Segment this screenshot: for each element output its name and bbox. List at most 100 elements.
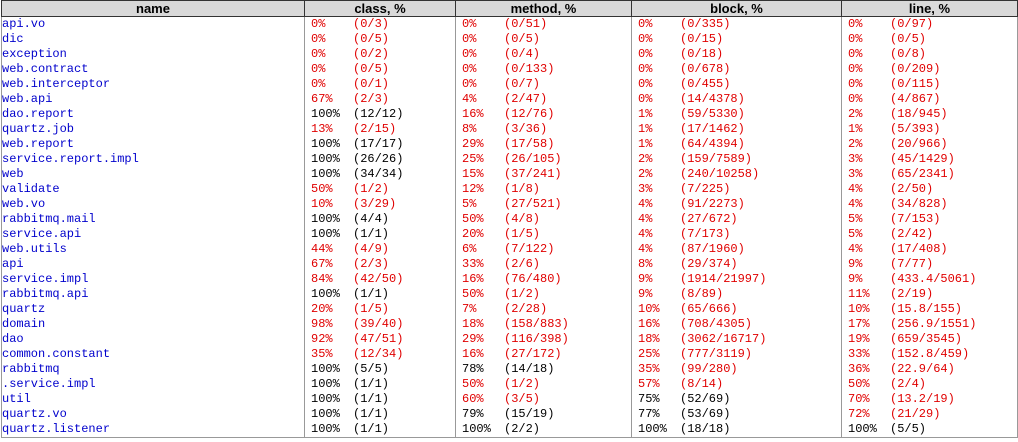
line-coverage-cell: 100% (5/5) [841, 422, 1018, 438]
method-coverage-cell: 0% (0/4) [455, 47, 632, 62]
col-header-class[interactable]: class, % [304, 0, 456, 17]
class-percent: 20% [311, 302, 333, 316]
line-coverage-cell: 3% (45/1429) [841, 152, 1018, 167]
line-coverage-cell: 3% (65/2341) [841, 167, 1018, 182]
line-fraction: (2/19) [890, 287, 934, 301]
line-percent: 1% [848, 122, 863, 136]
package-name-link[interactable]: quartz.listener [1, 422, 305, 438]
package-name-link[interactable]: common.constant [1, 347, 305, 362]
table-row: web.interceptor 0% (0/1) 0% (0/7) 0% (0/455) 0%… [1, 77, 1018, 92]
block-fraction: (64/4394) [680, 137, 745, 151]
package-name-link[interactable]: api [1, 257, 305, 272]
class-coverage-cell: 100% (26/26) [304, 152, 456, 167]
line-percent: 36% [848, 362, 870, 376]
col-header-name[interactable]: name [1, 0, 305, 17]
class-coverage-cell: 20% (1/5) [304, 302, 456, 317]
line-percent: 17% [848, 317, 870, 331]
line-coverage-cell: 10% (15.8/155) [841, 302, 1018, 317]
package-name-link[interactable]: api.vo [1, 16, 305, 32]
class-coverage-cell: 100% (1/1) [304, 227, 456, 242]
table-row: quartz.vo 100% (1/1) 79% (15/19) 77% (53/69) 72… [1, 407, 1018, 422]
method-percent: 0% [462, 62, 477, 76]
method-fraction: (1/8) [504, 182, 541, 196]
block-fraction: (53/69) [680, 407, 731, 421]
block-coverage-cell: 0% (0/18) [631, 47, 842, 62]
method-fraction: (116/398) [504, 332, 569, 346]
package-name-link[interactable]: rabbitmq [1, 362, 305, 377]
method-fraction: (0/5) [504, 32, 541, 46]
block-coverage-cell: 0% (0/455) [631, 77, 842, 92]
col-header-block[interactable]: block, % [631, 0, 842, 17]
line-coverage-cell: 72% (21/29) [841, 407, 1018, 422]
package-name-link[interactable]: dao.report [1, 107, 305, 122]
class-percent: 92% [311, 332, 333, 346]
line-fraction: (0/209) [890, 62, 941, 76]
method-percent: 29% [462, 137, 484, 151]
line-coverage-cell: 4% (17/408) [841, 242, 1018, 257]
package-name-link[interactable]: web.utils [1, 242, 305, 257]
package-name-link[interactable]: web.api [1, 92, 305, 107]
class-fraction: (26/26) [353, 152, 404, 166]
package-name-link[interactable]: quartz.job [1, 122, 305, 137]
package-name-link[interactable]: web.report [1, 137, 305, 152]
package-name-link[interactable]: web.interceptor [1, 77, 305, 92]
method-fraction: (17/58) [504, 137, 555, 151]
class-coverage-cell: 13% (2/15) [304, 122, 456, 137]
class-percent: 100% [311, 422, 340, 436]
col-header-method[interactable]: method, % [455, 0, 632, 17]
block-fraction: (52/69) [680, 392, 731, 406]
package-name-link[interactable]: quartz.vo [1, 407, 305, 422]
method-percent: 33% [462, 257, 484, 271]
block-percent: 4% [638, 212, 653, 226]
method-fraction: (26/105) [504, 152, 562, 166]
class-percent: 35% [311, 347, 333, 361]
block-fraction: (8/14) [680, 377, 724, 391]
method-fraction: (158/883) [504, 317, 569, 331]
package-name-link[interactable]: util [1, 392, 305, 407]
class-percent: 100% [311, 287, 340, 301]
class-fraction: (1/1) [353, 377, 390, 391]
table-row: web.utils 44% (4/9) 6% (7/122) 4% (87/1960) 4% (… [1, 242, 1018, 257]
class-coverage-cell: 98% (39/40) [304, 317, 456, 332]
table-row: rabbitmq 100% (5/5) 78% (14/18) 35% (99/280) 36… [1, 362, 1018, 377]
package-name-link[interactable]: exception [1, 47, 305, 62]
block-percent: 1% [638, 122, 653, 136]
table-row: rabbitmq.mail 100% (4/4) 50% (4/8) 4% (27/672)… [1, 212, 1018, 227]
method-percent: 16% [462, 272, 484, 286]
package-name-link[interactable]: web [1, 167, 305, 182]
package-name-link[interactable]: .service.impl [1, 377, 305, 392]
package-name-link[interactable]: service.api [1, 227, 305, 242]
package-name-link[interactable]: validate [1, 182, 305, 197]
table-row: .service.impl 100% (1/1) 50% (1/2) 57% (8/14) 5… [1, 377, 1018, 392]
block-percent: 35% [638, 362, 660, 376]
line-percent: 5% [848, 212, 863, 226]
table-row: web.contract 0% (0/5) 0% (0/133) 0% (0/678) 0% (… [1, 62, 1018, 77]
method-percent: 7% [462, 302, 477, 316]
method-fraction: (2/6) [504, 257, 541, 271]
method-percent: 0% [462, 77, 477, 91]
line-percent: 5% [848, 227, 863, 241]
block-percent: 0% [638, 47, 653, 61]
package-name-link[interactable]: web.vo [1, 197, 305, 212]
package-name-link[interactable]: rabbitmq.api [1, 287, 305, 302]
block-fraction: (27/672) [680, 212, 738, 226]
class-fraction: (1/1) [353, 422, 390, 436]
block-coverage-cell: 18% (3062/16717) [631, 332, 842, 347]
package-name-link[interactable]: dao [1, 332, 305, 347]
package-name-link[interactable]: rabbitmq.mail [1, 212, 305, 227]
block-coverage-cell: 57% (8/14) [631, 377, 842, 392]
class-coverage-cell: 0% (0/2) [304, 47, 456, 62]
package-name-link[interactable]: service.impl [1, 272, 305, 287]
block-percent: 2% [638, 152, 653, 166]
col-header-line[interactable]: line, % [841, 0, 1018, 17]
block-coverage-cell: 77% (53/69) [631, 407, 842, 422]
package-name-link[interactable]: domain [1, 317, 305, 332]
line-percent: 4% [848, 242, 863, 256]
package-name-link[interactable]: service.report.impl [1, 152, 305, 167]
package-name-link[interactable]: quartz [1, 302, 305, 317]
table-row: dic 0% (0/5) 0% (0/5) 0% (0/15) 0% (0/5) [1, 32, 1018, 47]
package-name-link[interactable]: web.contract [1, 62, 305, 77]
package-name-link[interactable]: dic [1, 32, 305, 47]
class-percent: 100% [311, 212, 340, 226]
block-fraction: (8/89) [680, 287, 724, 301]
